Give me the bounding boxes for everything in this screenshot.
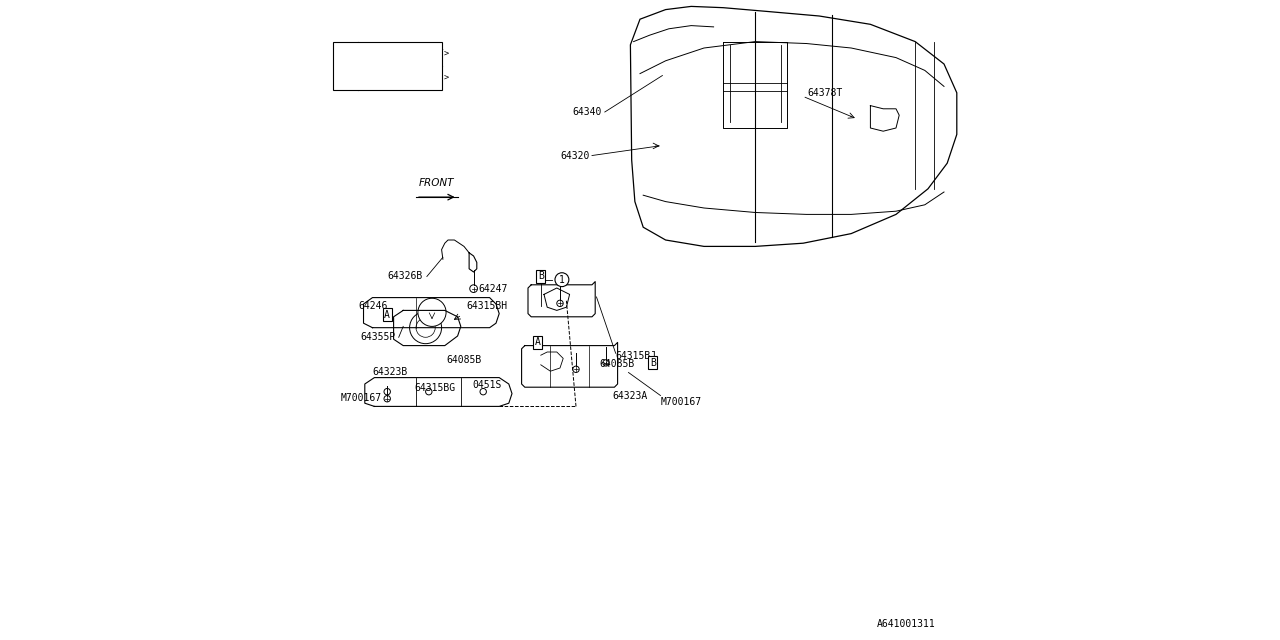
- Text: 64320: 64320: [561, 150, 589, 161]
- Text: 0451S: 0451S: [472, 380, 502, 390]
- Text: 64340: 64340: [573, 107, 602, 117]
- Circle shape: [384, 396, 390, 402]
- Text: 64355P: 64355P: [361, 332, 396, 342]
- Text: Q51002X  <1007- >: Q51002X <1007- >: [361, 73, 449, 82]
- Text: 64315BH: 64315BH: [466, 301, 507, 311]
- Circle shape: [384, 388, 390, 395]
- Text: 64378T: 64378T: [808, 88, 844, 98]
- Text: 1: 1: [559, 275, 564, 285]
- Circle shape: [416, 318, 435, 337]
- Text: A: A: [535, 337, 540, 348]
- Text: M700167: M700167: [340, 393, 383, 403]
- Text: FRONT: FRONT: [419, 178, 454, 188]
- Text: 64085B: 64085B: [447, 355, 483, 365]
- Circle shape: [603, 360, 609, 366]
- Circle shape: [557, 300, 563, 307]
- Bar: [333, 42, 442, 90]
- Text: B: B: [650, 358, 655, 368]
- Circle shape: [410, 312, 442, 344]
- Text: 64323A: 64323A: [613, 390, 648, 401]
- Circle shape: [425, 388, 433, 395]
- Text: A641001311: A641001311: [877, 619, 936, 629]
- Circle shape: [470, 285, 477, 292]
- Text: A: A: [384, 310, 390, 320]
- Text: Q710007  < -1007>: Q710007 < -1007>: [361, 49, 449, 58]
- Circle shape: [338, 57, 355, 74]
- Text: 64315BG: 64315BG: [415, 383, 456, 394]
- Circle shape: [573, 366, 580, 372]
- Text: M700167: M700167: [660, 397, 701, 407]
- Text: 64315BJ: 64315BJ: [616, 351, 657, 362]
- Text: B: B: [538, 271, 544, 282]
- Text: 64246: 64246: [358, 301, 388, 311]
- Circle shape: [480, 388, 486, 395]
- Text: 64323B: 64323B: [372, 367, 408, 378]
- Text: 1: 1: [343, 61, 348, 70]
- Text: 64326B: 64326B: [387, 271, 422, 282]
- Circle shape: [417, 298, 447, 326]
- Text: 64085B: 64085B: [600, 358, 635, 369]
- Text: 64247: 64247: [479, 284, 508, 294]
